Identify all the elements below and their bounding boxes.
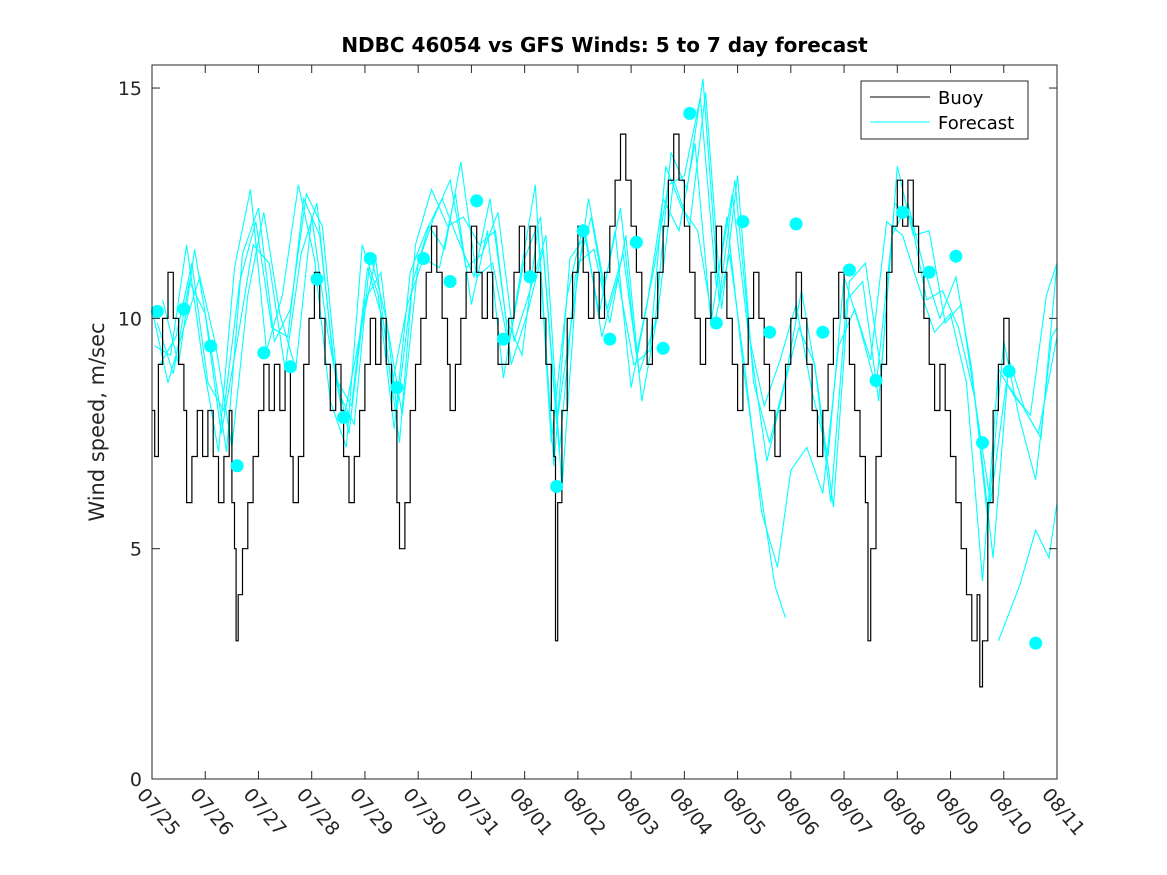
chart-title: NDBC 46054 vs GFS Winds: 5 to 7 day fore…: [341, 33, 868, 57]
series-layer: [151, 78, 1058, 688]
legend-box: [860, 80, 1029, 140]
legend-forecast-label: Forecast: [938, 113, 1014, 134]
forecast-marker: [656, 341, 670, 355]
forecast-marker: [896, 205, 910, 219]
y-tick-label: 10: [118, 308, 142, 330]
forecast-marker: [177, 302, 191, 316]
forecast-marker: [496, 332, 510, 346]
forecast-marker: [390, 381, 404, 394]
forecast-marker: [816, 325, 830, 339]
y-axis-label: Wind speed, m/sec: [85, 322, 109, 521]
forecast-marker: [709, 316, 723, 330]
forecast-marker: [230, 459, 244, 473]
legend-buoy-label: Buoy: [938, 88, 984, 109]
y-tick-label: 0: [130, 769, 142, 791]
forecast-marker: [550, 480, 564, 493]
forecast-marker: [337, 410, 351, 424]
marker-layer: [150, 106, 1043, 650]
forecast-marker: [789, 217, 803, 231]
forecast-marker: [629, 235, 643, 249]
forecast-marker: [283, 360, 297, 374]
forecast-marker: [204, 339, 218, 353]
forecast-marker: [470, 194, 484, 208]
forecast-marker: [603, 332, 617, 346]
axes-box: [151, 64, 1058, 780]
forecast-marker: [976, 436, 989, 450]
forecast-marker: [443, 275, 457, 288]
buoy-line: [152, 133, 1010, 688]
forecast-marker: [683, 106, 697, 120]
forecast-marker: [1029, 636, 1043, 650]
forecast-line: [997, 502, 1058, 641]
forecast-marker: [736, 215, 750, 229]
forecast-marker: [363, 252, 377, 265]
forecast-marker: [1002, 364, 1016, 378]
y-tick-label: 15: [118, 78, 142, 100]
plot-area: [152, 65, 1057, 779]
forecast-marker: [310, 272, 324, 286]
forecast-marker: [150, 304, 164, 318]
forecast-marker: [417, 252, 430, 265]
forecast-line: [154, 166, 1058, 581]
forecast-marker: [842, 263, 856, 277]
forecast-marker: [257, 346, 271, 360]
forecast-marker: [922, 265, 936, 279]
forecast-marker: [949, 249, 963, 263]
y-axis: 0 5 10 15: [118, 78, 1057, 791]
forecast-marker: [523, 270, 537, 284]
legend: Buoy Forecast: [860, 80, 1029, 140]
forecast-marker: [869, 374, 883, 387]
y-tick-label: 5: [130, 539, 142, 561]
forecast-line: [156, 97, 1058, 522]
forecast-marker: [576, 224, 590, 238]
forecast-marker: [763, 325, 776, 339]
